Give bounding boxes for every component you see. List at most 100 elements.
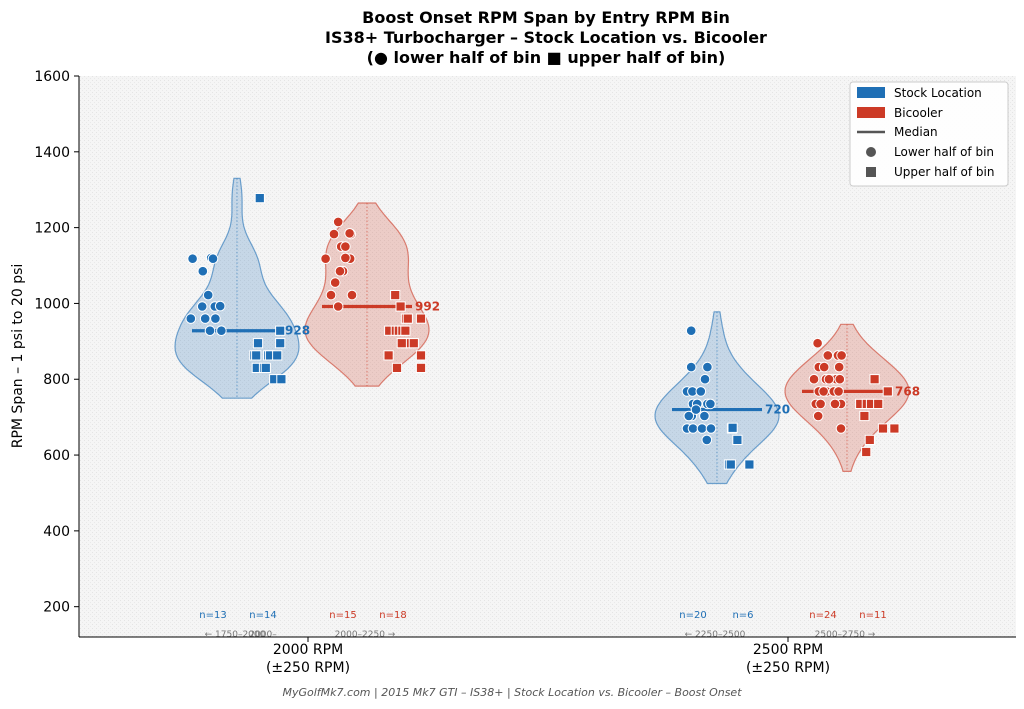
y-tick-label-600: 600	[43, 448, 70, 464]
chart-title-line-2: IS38+ Turbocharger – Stock Location vs. …	[325, 28, 767, 47]
data-point-circle-stock-0-12	[204, 325, 216, 337]
data-point-square-stock-0-12	[276, 374, 287, 385]
data-point-circle-bicooler-1-9	[334, 265, 346, 277]
data-point-square-bicooler-3-1	[882, 386, 893, 397]
data-point-circle-stock-2-15	[687, 423, 699, 434]
n-count-upper-bicooler-3: n=11	[859, 610, 886, 621]
data-point-square-stock-2-5	[727, 422, 738, 433]
data-point-square-stock-0-0	[254, 193, 265, 204]
median-label-stock-2: 720	[765, 403, 790, 417]
data-point-square-bicooler-3-5	[873, 398, 884, 409]
chart-title-line-3: (● lower half of bin ■ upper half of bin…	[367, 48, 726, 67]
bin-range-label-bicooler-1: 2000–2250 →	[335, 630, 396, 640]
data-point-circle-bicooler-3-3	[836, 350, 847, 361]
data-point-circle-bicooler-3-17	[815, 398, 826, 410]
data-point-circle-bicooler-1-14	[340, 252, 351, 264]
data-point-circle-stock-2-1	[685, 361, 697, 373]
data-point-square-stock-0-8	[272, 350, 283, 361]
x-tick-label-2000-line-2: (±250 RPM)	[266, 660, 350, 676]
data-point-square-stock-0-1	[275, 325, 286, 336]
data-point-square-bicooler-1-0	[390, 290, 401, 301]
data-point-square-bicooler-3-0	[869, 374, 880, 385]
data-point-circle-bicooler-3-2	[822, 350, 834, 361]
data-point-square-bicooler-3-10	[861, 446, 872, 458]
data-point-square-bicooler-1-13	[383, 350, 394, 361]
legend-label-median: Median	[894, 125, 938, 139]
x-tick-label-2500-line-1: 2500 RPM	[753, 642, 823, 658]
y-tick-label-1200: 1200	[34, 221, 70, 237]
bin-range-label-stock-0: ← 1750–2000	[205, 630, 266, 640]
y-tick-label-1600: 1600	[34, 69, 70, 85]
data-point-square-bicooler-1-17	[396, 338, 407, 349]
data-point-square-bicooler-1-3	[402, 313, 413, 324]
data-point-circle-stock-0-7	[214, 300, 226, 312]
median-label-stock-0: 928	[285, 324, 310, 338]
data-point-circle-stock-2-2	[702, 361, 713, 373]
y-tick-label-1400: 1400	[34, 145, 70, 161]
data-point-square-bicooler-3-8	[877, 423, 889, 434]
data-point-circle-bicooler-3-7	[808, 373, 820, 385]
legend-label-bicooler: Bicooler	[894, 106, 943, 120]
data-point-circle-bicooler-3-23	[829, 398, 841, 410]
data-point-circle-bicooler-1-13	[332, 301, 344, 312]
n-count-lower-bicooler-3: n=24	[809, 610, 836, 621]
data-point-circle-stock-0-9	[199, 313, 211, 324]
data-point-square-bicooler-1-15	[391, 362, 403, 373]
legend-square-marker	[866, 167, 876, 177]
data-point-circle-stock-0-11	[216, 325, 227, 337]
median-label-bicooler-3: 768	[895, 384, 920, 398]
data-point-square-stock-0-5	[251, 350, 262, 361]
bin-range-label-stock-2: ← 2250–2500	[685, 630, 746, 640]
legend: Stock Location Bicooler Median Lower hal…	[849, 81, 1009, 187]
legend-box	[849, 81, 1009, 187]
y-axis-label: RPM Span – 1 psi to 20 psi	[10, 264, 26, 449]
data-point-square-bicooler-1-12	[408, 338, 419, 349]
bin-range-label-upper-stock-0: 2000–	[249, 630, 277, 640]
data-point-circle-bicooler-3-5	[818, 361, 830, 373]
data-point-circle-bicooler-1-6	[320, 253, 331, 265]
data-point-circle-bicooler-1-10	[329, 277, 341, 288]
y-tick-label-400: 400	[43, 524, 70, 540]
data-point-circle-stock-2-19	[690, 404, 702, 415]
data-point-circle-bicooler-1-3	[328, 228, 340, 240]
data-point-square-stock-2-1	[732, 434, 743, 445]
legend-label-stock: Stock Location	[894, 86, 982, 100]
data-point-circle-stock-0-10	[210, 313, 221, 324]
data-point-square-stock-0-13	[260, 362, 271, 373]
data-point-circle-stock-2-6	[695, 386, 707, 397]
n-count-lower-stock-0: n=13	[199, 610, 226, 621]
data-point-square-stock-2-4	[744, 459, 755, 470]
data-point-circle-bicooler-3-0	[812, 337, 823, 349]
data-point-square-bicooler-3-7	[864, 434, 875, 445]
data-point-square-bicooler-3-6	[859, 410, 870, 422]
n-count-upper-bicooler-1: n=18	[379, 610, 406, 621]
legend-label-lower-half: Lower half of bin	[894, 145, 994, 159]
data-point-square-bicooler-1-14	[415, 350, 427, 361]
data-point-circle-stock-0-5	[196, 301, 208, 312]
data-point-circle-bicooler-3-11	[834, 373, 846, 385]
violin-layer	[174, 177, 910, 485]
data-point-circle-stock-2-16	[696, 423, 708, 434]
data-point-circle-stock-2-17	[705, 423, 717, 434]
data-point-circle-bicooler-3-19	[812, 410, 824, 422]
data-point-circle-bicooler-1-12	[346, 289, 358, 301]
data-point-circle-stock-2-18	[701, 434, 713, 446]
n-count-upper-stock-2: n=6	[732, 610, 753, 621]
data-point-circle-stock-0-0	[187, 253, 198, 265]
axes: 200 400 600 800 1000 1200 1400 1600	[34, 69, 1016, 642]
data-point-circle-stock-2-12	[683, 410, 695, 422]
legend-label-upper-half: Upper half of bin	[894, 165, 994, 179]
data-point-square-bicooler-1-1	[395, 301, 406, 312]
data-point-circle-bicooler-1-11	[325, 289, 337, 301]
footer-credit: MyGolfMk7.com | 2015 Mk7 GTI – IS38+ | S…	[282, 686, 742, 699]
data-point-circle-bicooler-3-21	[818, 386, 829, 397]
data-point-circle-bicooler-1-8	[344, 228, 355, 239]
y-tick-label-1000: 1000	[34, 296, 70, 312]
bin-range-label-bicooler-3: 2500–2750 →	[815, 630, 876, 640]
data-point-square-stock-0-3	[275, 338, 286, 349]
data-point-circle-stock-0-4	[202, 289, 214, 301]
data-point-circle-stock-0-1	[197, 265, 209, 277]
median-label-bicooler-1: 992	[415, 299, 440, 313]
data-point-circle-stock-0-8	[185, 313, 197, 324]
data-point-circle-stock-2-0	[685, 325, 697, 337]
